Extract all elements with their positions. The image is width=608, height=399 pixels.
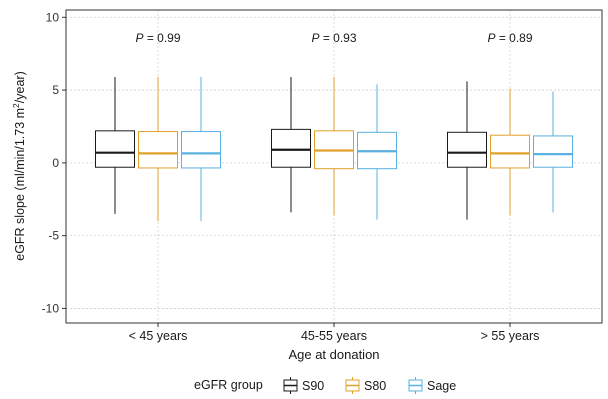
box-iqr [447,131,487,168]
box-iqr [181,131,221,169]
p-value-annotations: P = 0.99 P = 0.93 P = 0.89 [135,31,532,45]
box-s80 [490,88,530,216]
y-axis-label-main: eGFR slope (ml/min/1.73 m [13,108,27,261]
legend: eGFR group S90 S80 Sage [194,377,456,394]
y-tick-label: 0 [52,156,59,170]
x-axis-label: Age at donation [288,347,379,362]
box-sage [181,76,221,222]
x-tick-label: > 55 years [481,329,540,343]
p-value-label: P = 0.93 [311,31,356,45]
y-axis-ticks: 10 5 0 -5 -10 [42,10,66,315]
box-iqr [95,130,135,168]
legend-key-s90 [283,377,298,394]
p-symbol: P [311,31,319,45]
p-symbol: P [487,31,495,45]
legend-key-s80 [345,377,360,394]
x-axis-ticks: < 45 years 45-55 years > 55 years [129,323,540,343]
p-value-label: P = 0.89 [487,31,532,45]
y-tick-label: -10 [42,301,60,315]
y-tick-label: 10 [46,10,60,24]
legend-title: eGFR group [194,378,263,392]
p-value-text: = 0.93 [319,31,356,45]
y-axis-label: eGFR slope (ml/min/1.73 m2/year) [11,71,27,261]
box-s90 [95,76,135,214]
box-sage [357,84,397,220]
box-s80 [314,76,354,216]
x-tick-label: < 45 years [129,329,188,343]
box-iqr [138,131,178,169]
y-axis-label-superscript: 2 [11,103,21,108]
y-axis-label-end: /year) [13,71,27,103]
y-tick-label: 5 [52,83,59,97]
box-iqr [271,128,311,168]
legend-key-sage [408,377,423,394]
legend-label: S90 [302,379,324,393]
y-tick-label: -5 [48,229,59,243]
box-series [95,76,573,222]
p-symbol: P [135,31,143,45]
x-tick-label: 45-55 years [301,329,367,343]
box-s90 [447,81,487,220]
box-iqr [533,135,573,168]
box-s80 [138,76,178,222]
legend-label: S80 [364,379,386,393]
box-sage [533,91,573,213]
legend-label: Sage [427,379,456,393]
p-value-text: = 0.89 [495,31,532,45]
p-value-label: P = 0.99 [135,31,180,45]
box-iqr [490,134,530,169]
p-value-text: = 0.99 [143,31,180,45]
box-s90 [271,76,311,213]
